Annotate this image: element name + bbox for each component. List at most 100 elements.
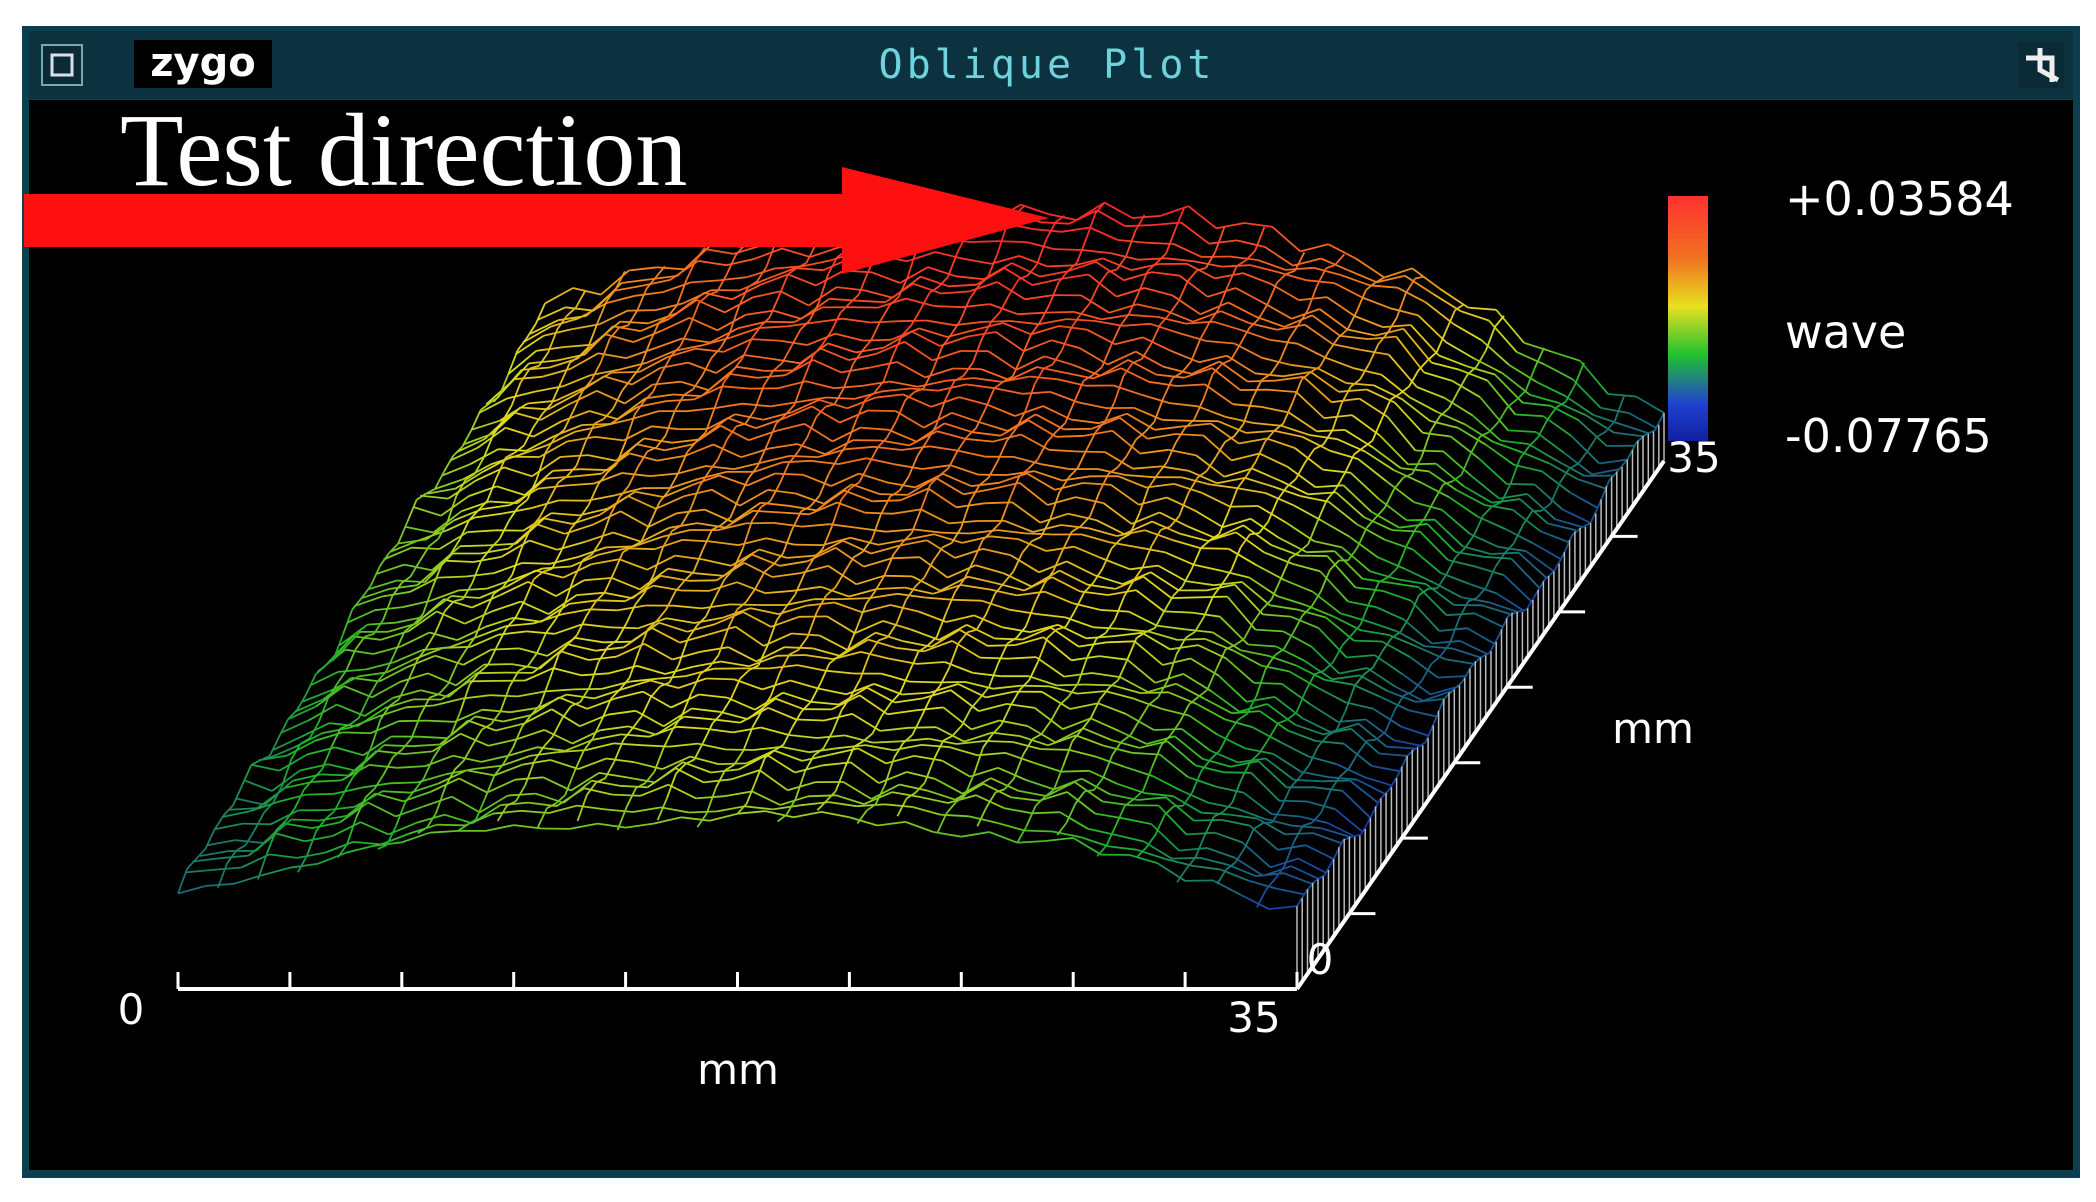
mesh-line [1226,265,1238,287]
mesh-line [329,722,358,728]
mesh-line [435,786,447,814]
mesh-line [1075,734,1105,747]
mesh-line [1444,309,1456,332]
mesh-line [978,276,989,287]
mesh-line [804,423,833,443]
mesh-line [438,769,467,785]
mesh-line [652,371,664,392]
mesh-line [1419,530,1449,561]
mesh-line [1577,478,1606,490]
mesh-line [600,514,612,541]
mesh-line [954,578,965,593]
mesh-line [642,690,672,709]
mesh-line [1548,462,1578,480]
mesh-line [441,463,471,477]
mesh-line [1551,350,1581,362]
mesh-line [1457,427,1487,446]
mesh-line [1441,509,1471,535]
mesh-line [1034,470,1063,482]
mesh-line [535,569,564,579]
mesh-line [1125,713,1155,731]
mesh-line [416,813,445,824]
mesh-line [844,734,874,744]
mesh-line [1302,376,1333,403]
mesh-line [616,623,627,641]
mesh-line [1437,675,1466,679]
mesh-line [625,787,637,807]
mesh-line [281,758,293,786]
mesh-line [465,472,476,481]
mesh-line [604,591,633,600]
mesh-line [1284,579,1314,593]
mesh-line [855,399,867,421]
mesh-line [1216,869,1227,885]
mesh-line [1227,301,1257,318]
mesh-line [905,821,934,833]
mesh-line [217,862,228,889]
mesh-line [987,460,999,479]
mesh-line [1405,528,1417,547]
mesh-line [1374,276,1385,284]
mesh-line [1059,695,1070,706]
window-menu-button[interactable] [41,44,83,86]
mesh-line [1091,416,1120,430]
mesh-line [1508,364,1538,384]
mesh-line [545,619,557,634]
mesh-line [1346,654,1375,659]
mesh-line [441,733,452,746]
mesh-line [997,643,1009,664]
mesh-line [1144,421,1155,433]
mesh-line [1294,723,1324,736]
mesh-line [696,812,708,828]
mesh-line [1170,350,1200,364]
mesh-line [732,726,762,734]
mesh-line [793,378,805,405]
mesh-line [1500,483,1512,503]
mesh-line [1012,552,1024,572]
mesh-line [1312,590,1342,615]
mesh-line [627,309,656,312]
mesh-line [1256,316,1285,328]
mesh-line [853,551,864,559]
mesh-line [816,734,845,739]
mesh-line [935,726,965,743]
mesh-line [588,661,600,688]
mesh-line [1264,818,1293,827]
mesh-line [1228,719,1239,734]
mesh-line [1485,566,1497,588]
mesh-line [1529,394,1559,404]
mesh-line [431,564,443,589]
mesh-line [981,321,992,339]
mesh-line [1125,230,1137,257]
mesh-line [1474,612,1503,628]
mesh-line [548,653,560,681]
mesh-line [490,711,502,725]
mesh-line [1187,269,1198,282]
mesh-line [1310,591,1322,608]
mesh-line [567,643,596,652]
y-axis-end: 35 [1667,433,1720,482]
mesh-line [1108,845,1137,851]
mesh-line [821,330,833,346]
mesh-line [658,621,688,633]
mesh-line [260,755,271,761]
mesh-line [1270,857,1299,869]
mesh-line [782,459,811,464]
mesh-line [434,610,446,633]
mesh-line [882,387,911,393]
mesh-line [675,763,686,775]
mesh-line [984,387,996,410]
mesh-line [1528,443,1558,462]
mesh-line [1162,377,1174,399]
mesh-line [466,818,477,826]
mesh-line [1328,501,1358,525]
mesh-line [582,623,611,629]
mesh-line [624,414,636,443]
mesh-line [613,739,625,762]
mesh-line [406,499,418,523]
mesh-line [1338,388,1367,393]
mesh-line [353,841,382,846]
mesh-line [526,479,538,501]
mesh-line [397,680,409,700]
mesh-line [1522,401,1551,407]
